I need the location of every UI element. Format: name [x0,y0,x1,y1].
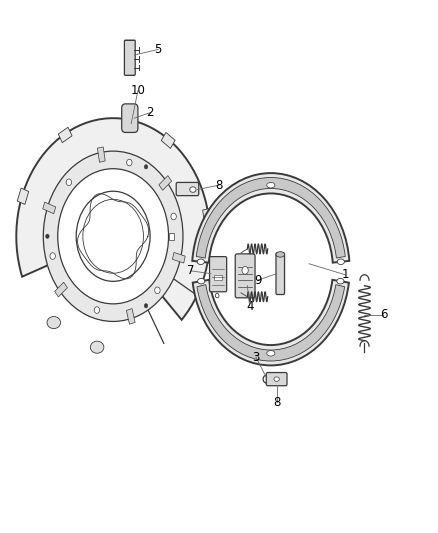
Bar [43,202,56,214]
Wedge shape [192,173,350,263]
Text: 10: 10 [131,84,145,97]
FancyBboxPatch shape [266,373,287,386]
Ellipse shape [47,317,60,329]
Text: 6: 6 [380,308,387,321]
Wedge shape [197,285,345,361]
Circle shape [46,234,49,238]
Text: 7: 7 [187,264,195,277]
Ellipse shape [267,182,275,188]
Circle shape [66,179,71,185]
Text: 8: 8 [215,179,223,192]
Bar [173,253,185,263]
Circle shape [144,304,148,308]
Circle shape [76,191,150,281]
FancyBboxPatch shape [176,182,199,196]
Ellipse shape [337,278,344,284]
Text: 1: 1 [341,268,349,281]
Text: 9: 9 [254,274,261,287]
Bar [170,233,174,239]
Bar [55,282,67,297]
FancyBboxPatch shape [209,256,226,292]
Circle shape [127,159,132,166]
Circle shape [215,294,219,298]
Ellipse shape [274,377,279,381]
Text: 2: 2 [146,106,154,119]
Text: 3: 3 [252,351,260,364]
Ellipse shape [197,259,205,264]
Wedge shape [43,151,183,321]
Circle shape [155,287,160,294]
Circle shape [94,307,99,313]
Circle shape [50,253,55,260]
Circle shape [242,266,248,274]
Text: 8: 8 [273,395,280,409]
Ellipse shape [267,351,275,356]
Bar [17,188,29,204]
FancyBboxPatch shape [124,40,135,75]
Wedge shape [193,280,349,366]
Bar [203,208,212,223]
FancyBboxPatch shape [276,253,285,295]
Wedge shape [196,177,345,258]
Ellipse shape [90,341,104,353]
Bar [58,127,72,143]
Bar [161,132,175,148]
Ellipse shape [276,252,285,257]
FancyBboxPatch shape [235,254,255,298]
Circle shape [83,199,143,273]
Text: 4: 4 [246,300,253,312]
Bar [215,274,222,280]
FancyBboxPatch shape [122,104,138,132]
Bar [97,147,105,162]
Ellipse shape [337,259,344,264]
Circle shape [144,165,148,169]
Ellipse shape [198,278,205,284]
Bar [127,309,135,324]
Text: 5: 5 [155,43,162,56]
Wedge shape [16,118,210,320]
Circle shape [171,213,177,220]
Bar [159,176,172,190]
Ellipse shape [190,187,196,192]
